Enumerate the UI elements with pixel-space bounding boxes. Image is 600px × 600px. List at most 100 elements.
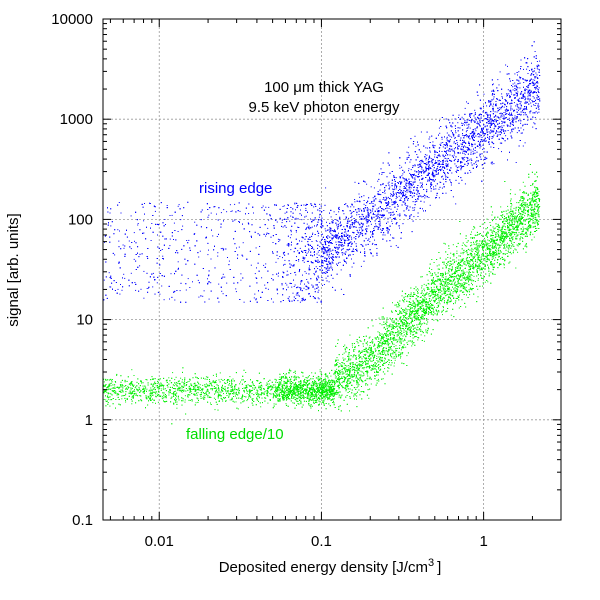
data-point — [431, 184, 433, 186]
data-point — [281, 284, 283, 286]
data-point — [493, 163, 495, 165]
data-point — [532, 82, 534, 84]
data-point — [453, 154, 455, 156]
data-point — [477, 123, 479, 125]
data-point — [465, 122, 467, 124]
data-point — [435, 169, 437, 171]
data-point — [512, 86, 514, 88]
data-point — [518, 113, 520, 115]
data-point — [493, 98, 495, 100]
data-point — [464, 156, 466, 158]
data-point — [428, 197, 430, 198]
data-point — [383, 214, 385, 216]
data-point — [396, 196, 398, 198]
data-point — [517, 127, 519, 129]
data-point — [511, 108, 513, 110]
data-point — [287, 297, 289, 299]
data-point — [316, 241, 318, 242]
data-point — [174, 299, 176, 301]
data-point — [485, 125, 487, 127]
data-point — [500, 114, 502, 116]
data-point — [473, 152, 475, 154]
data-point — [431, 159, 433, 161]
data-point — [142, 206, 144, 208]
data-point — [332, 277, 334, 279]
data-point — [255, 299, 257, 301]
data-point — [123, 247, 125, 249]
data-point — [464, 142, 466, 143]
data-point — [514, 73, 516, 75]
data-point — [428, 169, 430, 171]
data-point — [480, 134, 482, 136]
data-point — [516, 116, 518, 118]
data-point — [440, 161, 442, 163]
data-point — [305, 203, 307, 205]
data-point — [218, 283, 220, 285]
data-point — [374, 220, 376, 222]
data-point — [207, 242, 209, 244]
data-point — [312, 232, 314, 234]
data-point — [484, 151, 486, 153]
data-point — [532, 92, 533, 94]
data-point — [438, 127, 440, 129]
data-point — [460, 143, 462, 145]
data-point — [507, 130, 509, 131]
data-point — [366, 207, 368, 209]
data-point — [318, 216, 320, 218]
data-point — [277, 275, 279, 277]
data-point — [360, 265, 362, 267]
data-point — [366, 209, 368, 211]
data-point — [450, 184, 452, 186]
data-point — [322, 284, 323, 286]
data-point — [340, 288, 342, 290]
data-point — [501, 96, 503, 98]
data-point — [436, 167, 438, 169]
data-point — [421, 196, 423, 198]
data-point — [337, 238, 339, 240]
data-point — [108, 272, 110, 274]
data-point — [331, 234, 333, 236]
data-point — [480, 107, 482, 109]
data-point — [384, 192, 386, 194]
data-point — [446, 132, 448, 134]
data-point — [408, 168, 410, 170]
data-point — [381, 173, 383, 175]
data-point — [432, 180, 434, 182]
data-point — [130, 215, 132, 217]
data-point — [188, 239, 190, 241]
data-point — [384, 189, 386, 191]
data-point — [385, 202, 387, 204]
data-point — [301, 219, 303, 221]
data-point — [386, 207, 388, 209]
data-point — [299, 247, 301, 249]
data-point — [331, 267, 333, 269]
data-point — [407, 152, 409, 154]
data-point — [294, 284, 296, 286]
data-point — [406, 206, 408, 208]
data-point — [327, 269, 328, 271]
data-point — [221, 290, 223, 292]
data-point — [179, 290, 181, 292]
data-point — [334, 230, 336, 232]
data-point — [457, 145, 459, 147]
data-point — [426, 154, 428, 156]
data-point — [403, 180, 405, 182]
data-point — [393, 237, 395, 239]
data-point — [416, 187, 418, 189]
data-point — [365, 230, 367, 232]
data-point — [446, 158, 448, 160]
data-point — [514, 115, 516, 117]
data-point — [385, 196, 387, 198]
data-point — [463, 165, 465, 167]
data-point — [377, 193, 379, 195]
data-point — [494, 111, 496, 113]
data-point — [347, 206, 349, 208]
data-point — [204, 301, 206, 303]
data-point — [177, 261, 179, 263]
data-point — [442, 166, 444, 168]
data-point — [271, 278, 273, 279]
data-point — [402, 169, 404, 171]
data-point — [490, 162, 492, 164]
data-point — [363, 260, 365, 262]
data-point — [455, 128, 456, 129]
